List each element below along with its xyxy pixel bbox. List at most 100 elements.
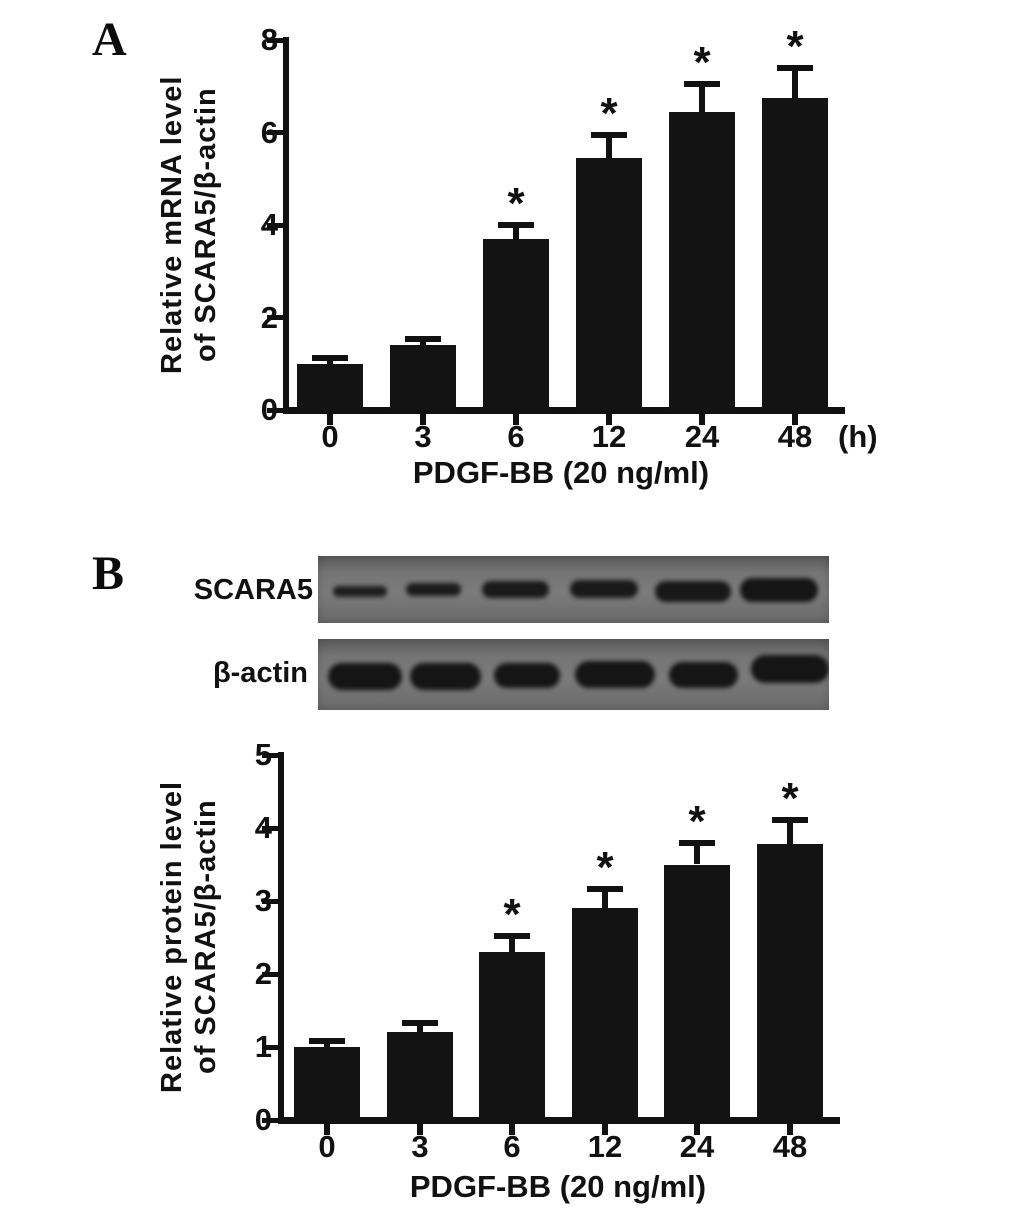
y-tick-label: 0: [260, 392, 278, 427]
error-bar-cap: [494, 933, 530, 940]
blot-band: [668, 662, 738, 688]
x-tick-label: 12: [587, 1129, 623, 1164]
error-bar-stem: [606, 134, 612, 158]
y-axis-tick: [262, 898, 278, 904]
x-axis-tick: [327, 414, 333, 425]
x-axis-tick: [694, 1124, 700, 1135]
error-bar-cap: [777, 64, 813, 71]
significance-marker: *: [503, 890, 521, 940]
error-bar-cap: [591, 131, 627, 138]
error-bar-stem: [417, 1022, 423, 1033]
blot-band: [494, 662, 560, 688]
error-bar-stem: [602, 889, 608, 909]
error-bar-cap: [498, 222, 534, 228]
x-axis-tick: [699, 414, 705, 425]
y-tick-label: 5: [254, 737, 272, 772]
y-tick-label: 4: [260, 207, 278, 242]
panel-b-label: B: [92, 547, 125, 600]
y-axis-line: [283, 37, 289, 414]
x-axis-tick: [513, 414, 519, 425]
x-tick-label: 6: [503, 1129, 521, 1164]
x-axis-tick: [417, 1124, 423, 1135]
blot-band: [481, 580, 549, 598]
x-tick-label: 12: [591, 419, 627, 454]
y-tick-label: 3: [254, 883, 272, 918]
bar: [390, 345, 456, 410]
panel-a-label: A: [92, 13, 127, 66]
y-axis-tick: [267, 222, 283, 228]
x-tick-label: 3: [414, 419, 432, 454]
error-bar-cap: [309, 1038, 345, 1045]
significance-marker: *: [781, 773, 799, 823]
blot-band: [328, 662, 402, 690]
western-blot-beta-actin: [318, 639, 829, 710]
x-axis-tick: [787, 1124, 793, 1135]
x-tick-label: 24: [679, 1129, 715, 1164]
blot-band: [655, 580, 731, 602]
y-tick-label: 6: [260, 114, 278, 150]
significance-marker: *: [693, 37, 711, 87]
y-axis-tick: [267, 407, 283, 413]
y-axis-tick: [262, 971, 278, 977]
error-bar-cap: [587, 886, 623, 893]
y-axis-tick: [262, 752, 278, 758]
error-bar-stem: [513, 225, 519, 239]
blot-label-beta-actin: β-actin: [212, 657, 308, 689]
error-bar-stem: [694, 842, 700, 865]
x-tick-label: 6: [507, 419, 525, 454]
x-axis-tick: [792, 414, 798, 425]
error-bar-cap: [402, 1019, 438, 1026]
y-tick-label: 0: [254, 1102, 272, 1137]
x-tick-label: 48: [777, 419, 813, 454]
bar: [572, 908, 638, 1120]
x-tick-label: 48: [772, 1129, 808, 1164]
x-tick-label: 24: [684, 419, 720, 454]
significance-marker: *: [596, 843, 614, 893]
bar: [294, 1047, 360, 1120]
error-bar-cap: [312, 355, 348, 362]
error-bar-cap: [684, 80, 720, 87]
y-axis-tick: [267, 315, 283, 320]
error-bar-stem: [420, 338, 426, 346]
y-axis-tick: [262, 825, 278, 831]
y-axis-tick: [262, 1117, 278, 1123]
bar: [576, 157, 642, 410]
blot-band: [751, 655, 829, 683]
x-axis-line: [278, 1117, 840, 1124]
blot-label-scara5: SCARA5: [193, 574, 313, 606]
blot-band: [333, 585, 387, 597]
bar: [479, 952, 545, 1120]
x-tick-label: 3: [411, 1129, 429, 1164]
error-bar-cap: [405, 335, 441, 342]
blot-band: [570, 580, 638, 598]
y-axis-line: [278, 752, 284, 1124]
significance-marker: *: [786, 21, 804, 71]
x-tick-label: 0: [321, 419, 339, 454]
error-bar-stem: [792, 67, 798, 98]
y-tick-label: 2: [254, 956, 272, 991]
y-axis-tick: [267, 130, 283, 135]
error-bar-cap: [772, 816, 808, 823]
x-axis-tick: [602, 1124, 608, 1135]
bar: [297, 363, 363, 410]
chart-a-x-axis-title: PDGF-BB (20 ng/ml): [412, 455, 710, 490]
blot-band: [740, 578, 818, 602]
x-axis-tick: [324, 1124, 330, 1135]
bar: [483, 238, 549, 410]
x-tick-label: 0: [318, 1129, 336, 1164]
y-axis-tick: [267, 37, 283, 43]
bar: [757, 844, 823, 1120]
x-axis-unit-label: (h): [838, 419, 878, 454]
bar: [762, 97, 828, 410]
error-bar-stem: [787, 819, 793, 845]
x-axis-line: [283, 407, 845, 414]
bar: [664, 864, 730, 1120]
western-blot-scara5: [318, 556, 829, 623]
significance-marker: *: [507, 179, 525, 228]
error-bar-stem: [699, 83, 705, 112]
significance-marker: *: [600, 88, 618, 138]
error-bar-cap: [679, 839, 715, 846]
